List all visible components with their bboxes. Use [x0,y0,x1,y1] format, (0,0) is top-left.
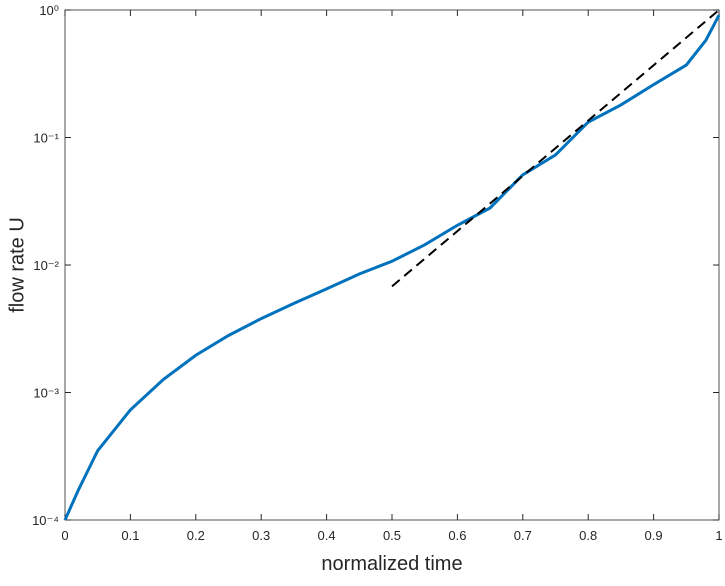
x-tick-label: 0.9 [645,528,663,543]
y-tick-label: 10⁻³ [33,386,59,401]
y-axis-label: flow rate U [6,217,28,313]
x-tick-label: 0.2 [187,528,205,543]
y-tick-label: 10⁻⁴ [32,513,59,528]
x-tick-label: 0.7 [514,528,532,543]
plot-frame [64,9,720,521]
x-tick-label: 0.8 [579,528,597,543]
x-tick-label: 0 [61,528,68,543]
x-axis-label: normalized time [321,553,462,575]
data-line [63,14,721,521]
x-tick-label: 0.1 [121,528,139,543]
x-tick-label: 0.5 [383,528,401,543]
x-tick-label: 0.6 [448,528,466,543]
x-tick-label: 0.4 [318,528,336,543]
data-line [391,9,720,288]
y-tick-label: 10⁰ [39,3,59,18]
x-tick-label: 0.3 [252,528,270,543]
y-tick-label: 10⁻² [33,258,59,273]
y-tick-label: 10⁻¹ [33,131,59,146]
x-tick-label: 1 [715,528,722,543]
